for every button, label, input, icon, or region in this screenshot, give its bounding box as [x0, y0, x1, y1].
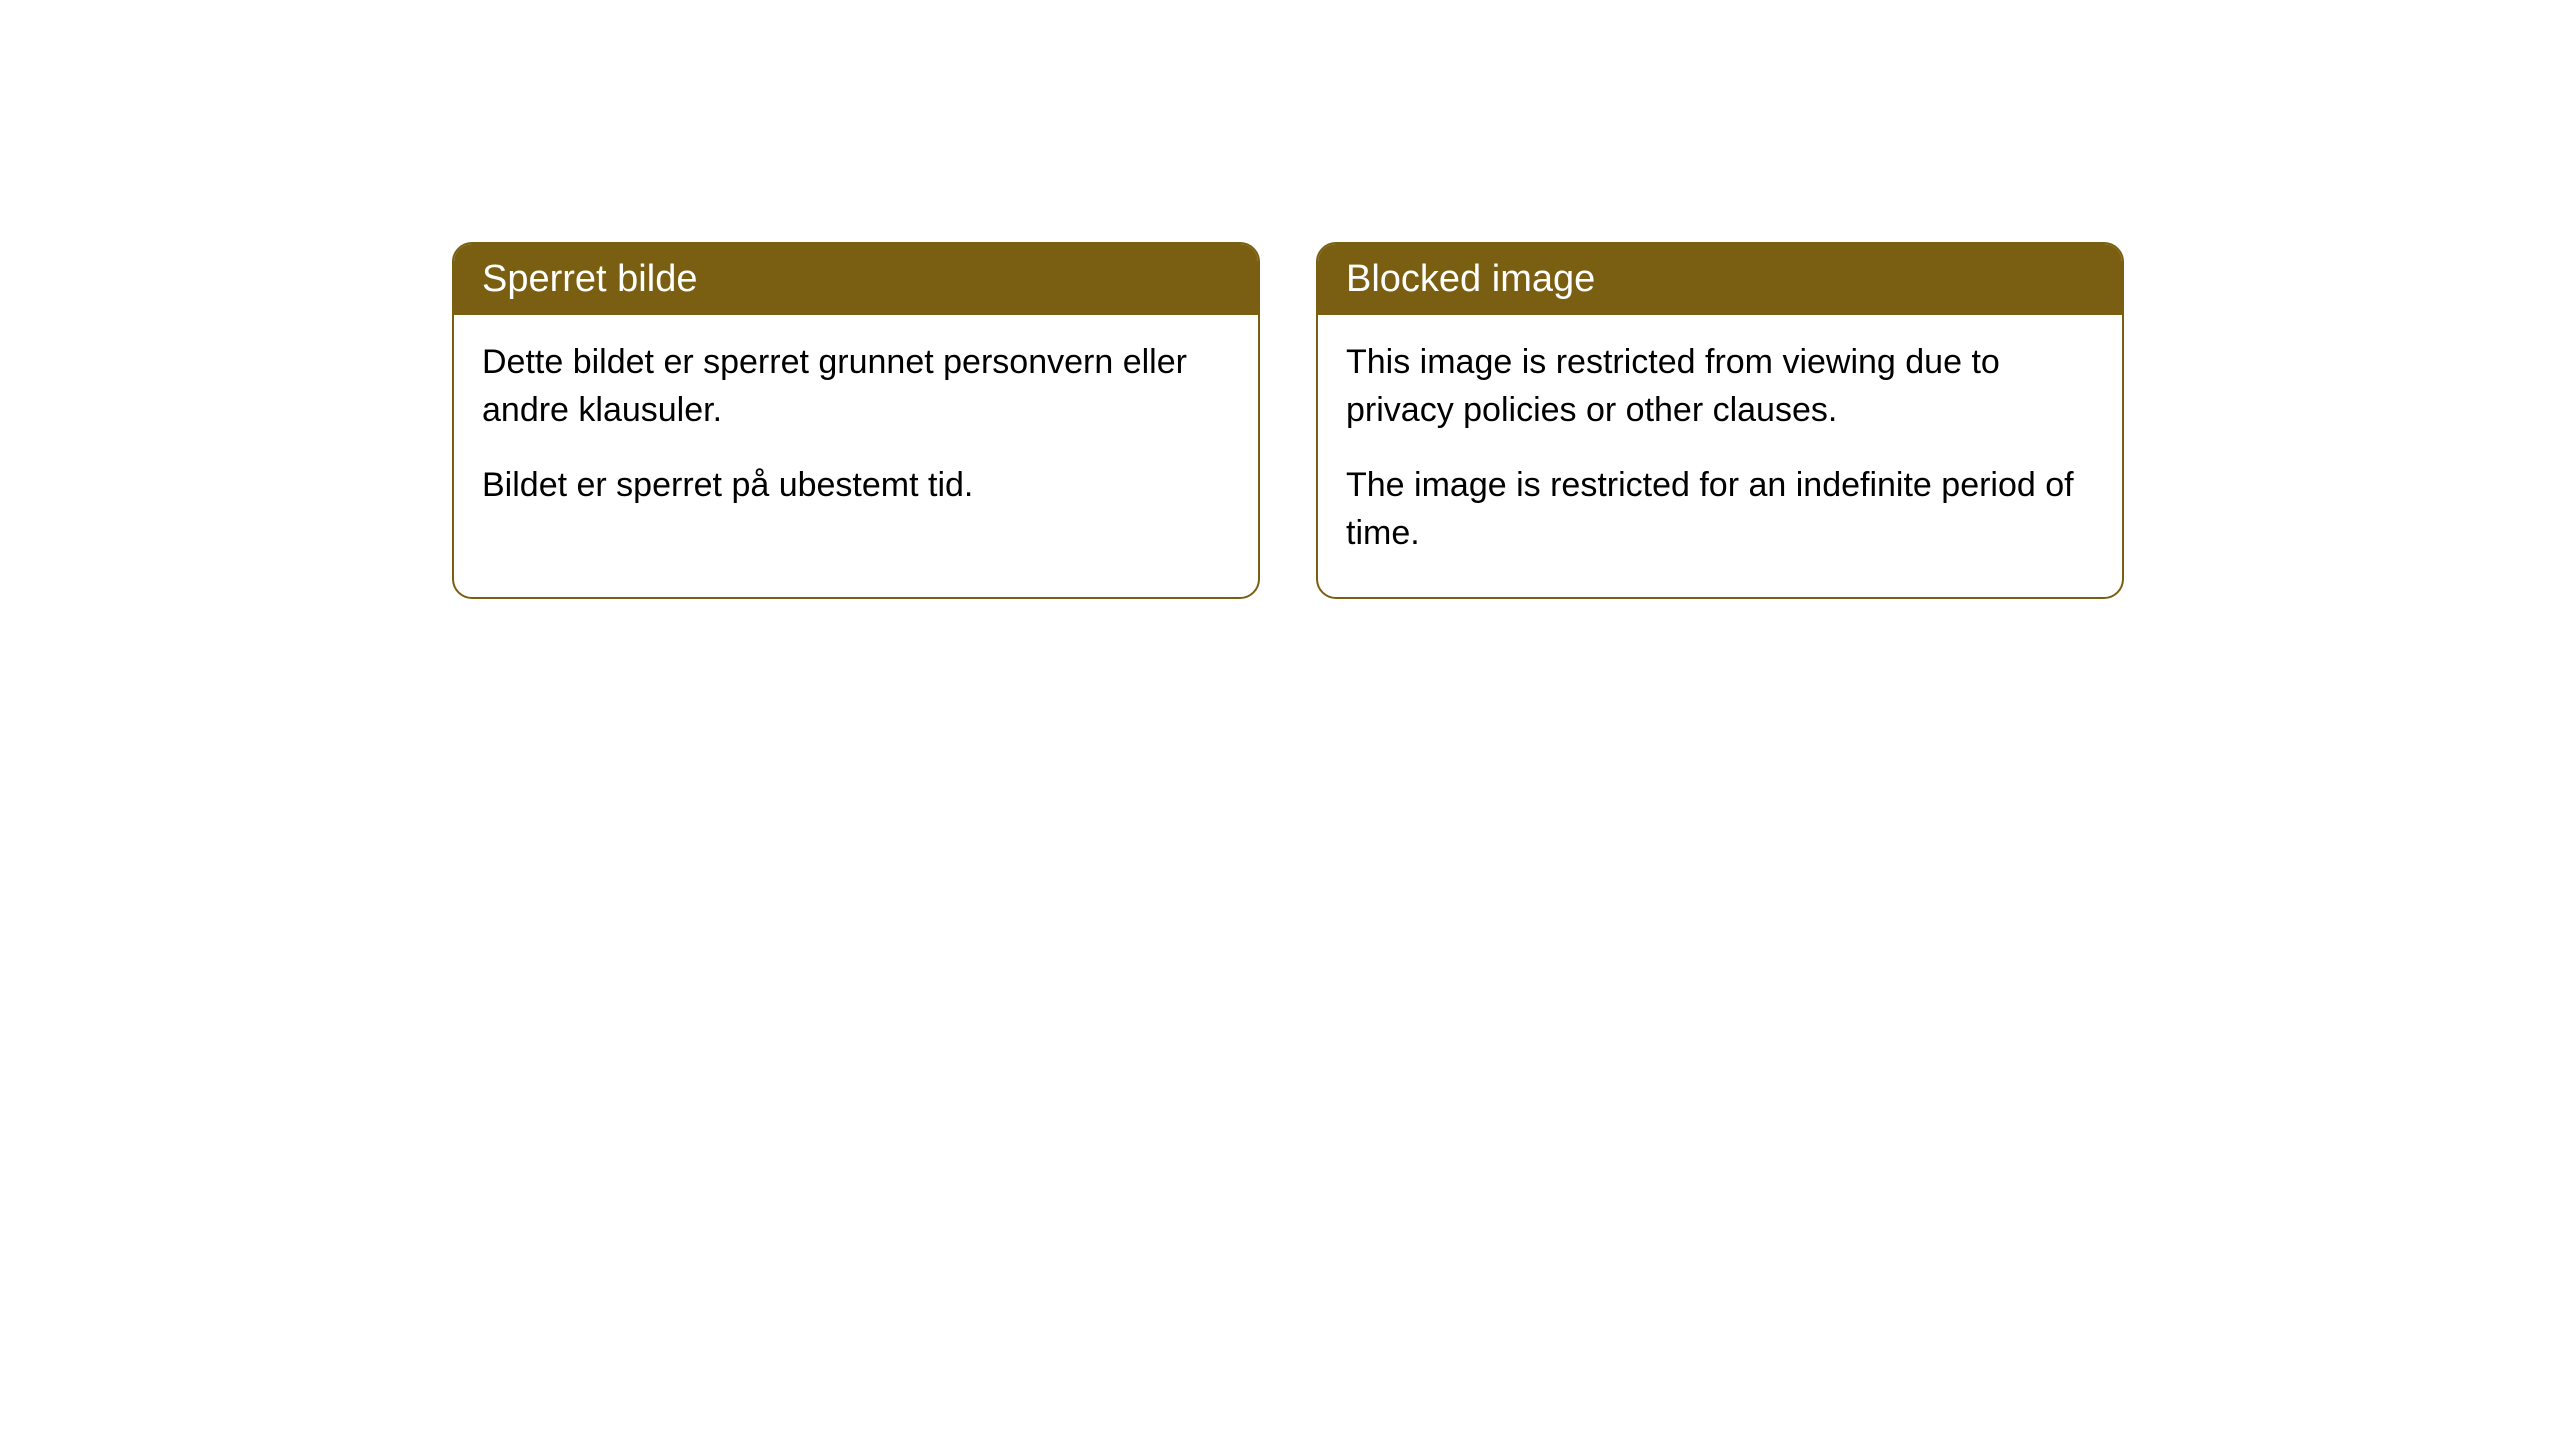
card-paragraph: The image is restricted for an indefinit… — [1346, 462, 2094, 557]
notice-card-norwegian: Sperret bilde Dette bildet er sperret gr… — [452, 242, 1260, 599]
card-title: Sperret bilde — [482, 258, 697, 300]
card-paragraph: Bildet er sperret på ubestemt tid. — [482, 462, 1230, 510]
card-header: Sperret bilde — [454, 244, 1258, 315]
notice-card-english: Blocked image This image is restricted f… — [1316, 242, 2124, 599]
card-title: Blocked image — [1346, 258, 1595, 300]
card-paragraph: Dette bildet er sperret grunnet personve… — [482, 339, 1230, 434]
card-paragraph: This image is restricted from viewing du… — [1346, 339, 2094, 434]
notice-container: Sperret bilde Dette bildet er sperret gr… — [452, 242, 2124, 599]
card-header: Blocked image — [1318, 244, 2122, 315]
card-body: Dette bildet er sperret grunnet personve… — [454, 315, 1258, 550]
card-body: This image is restricted from viewing du… — [1318, 315, 2122, 597]
